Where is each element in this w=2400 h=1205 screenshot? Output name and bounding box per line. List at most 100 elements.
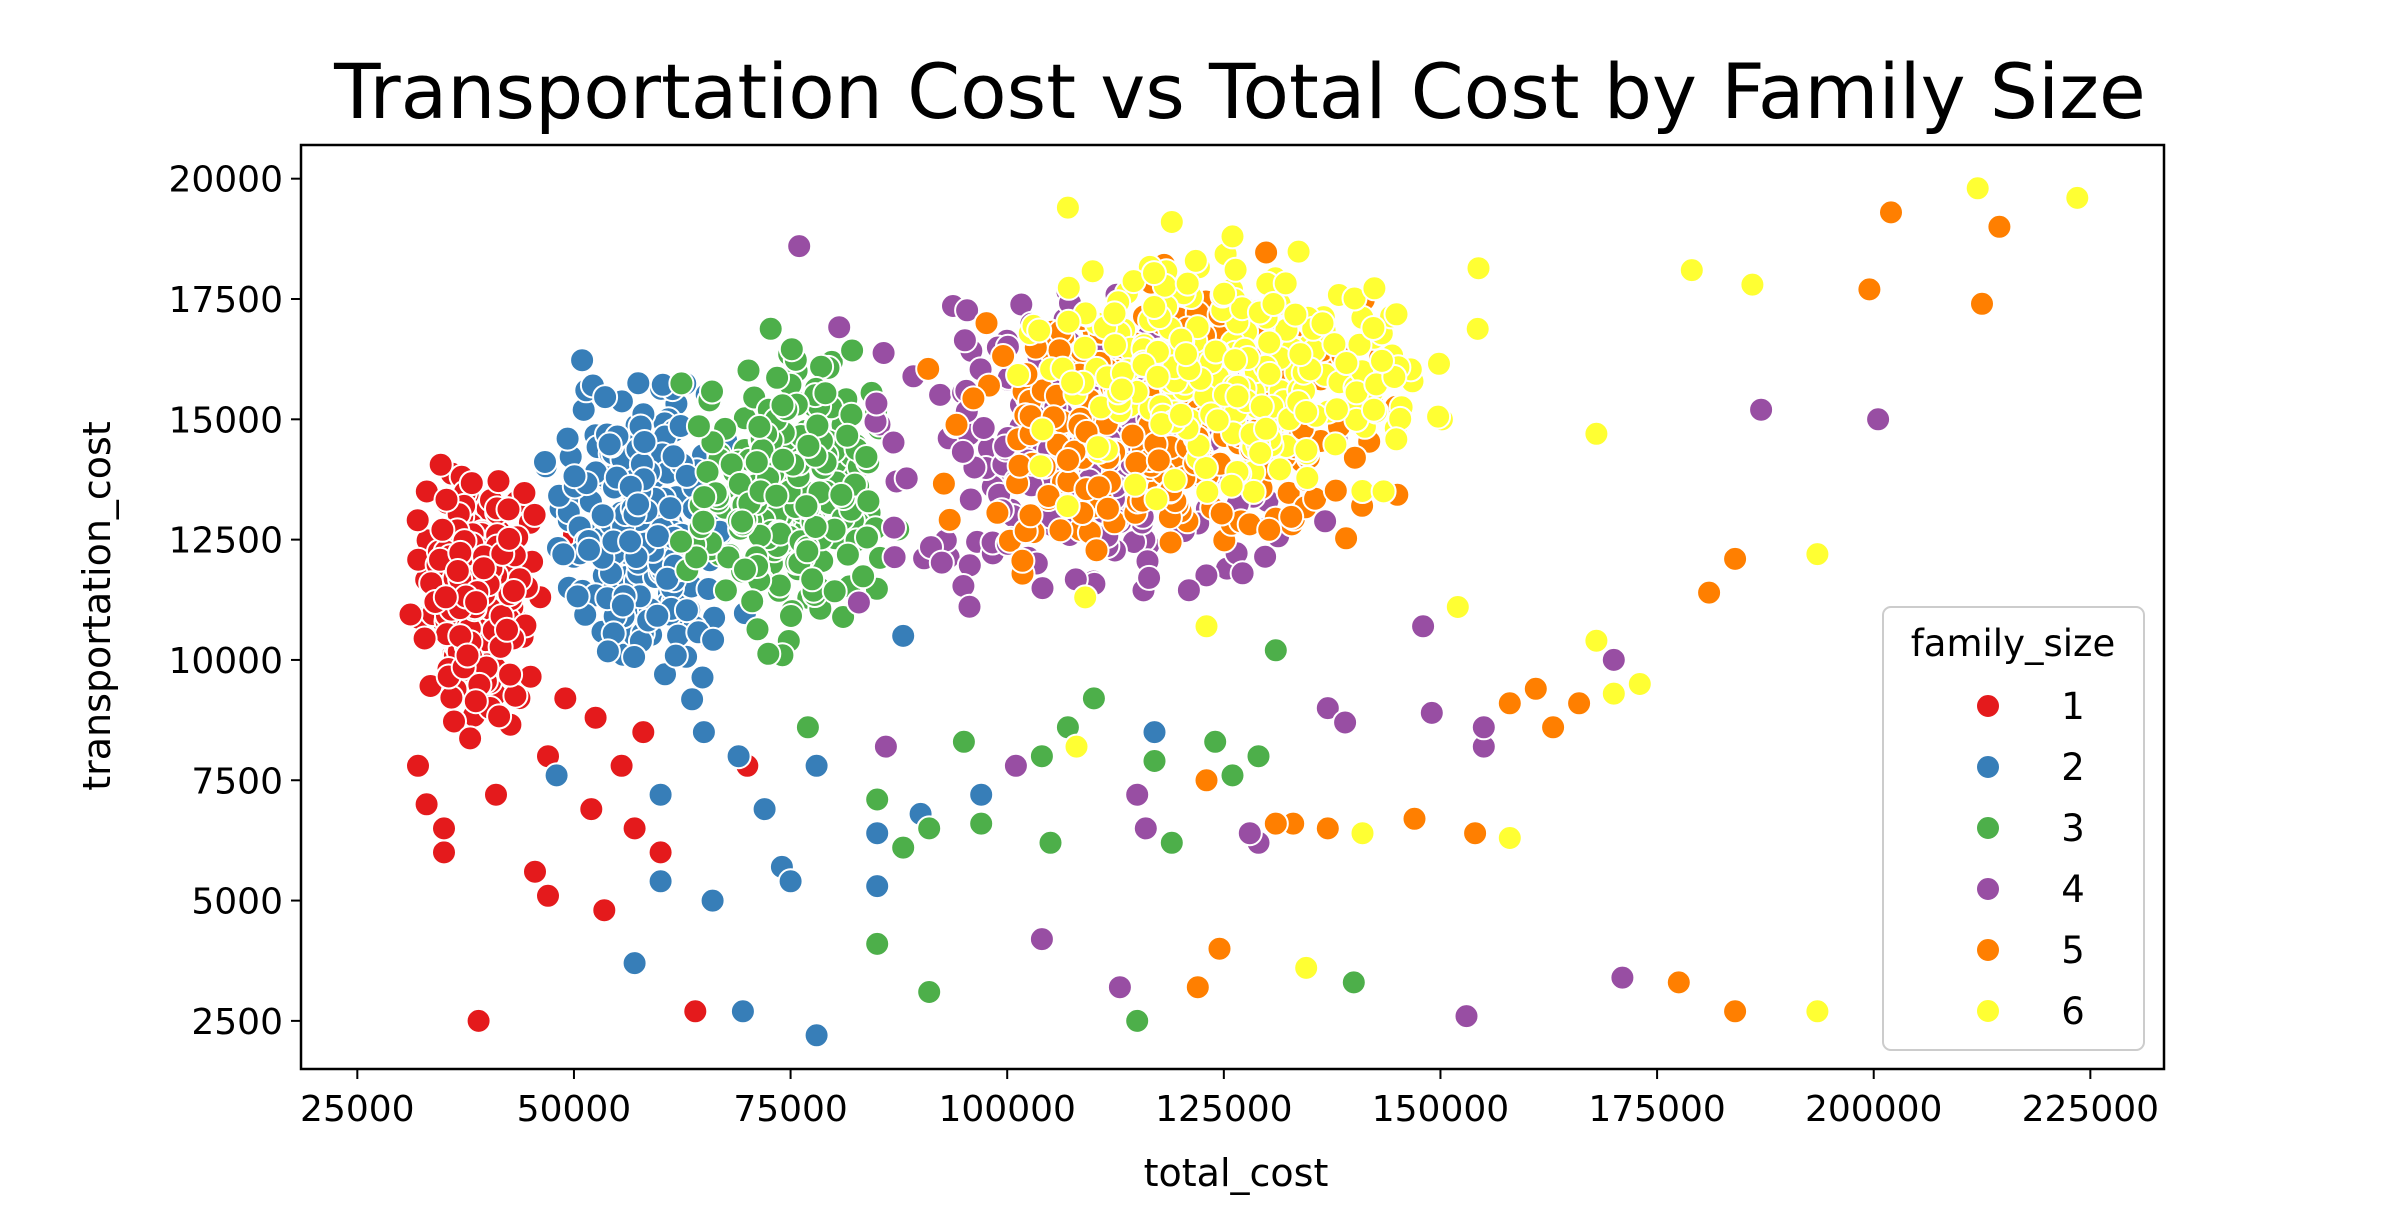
data-point [838, 401, 865, 428]
data-point [1865, 406, 1892, 433]
data-point [1029, 575, 1056, 602]
data-point [1369, 347, 1395, 374]
data-point [1206, 935, 1233, 962]
data-point [578, 796, 605, 823]
data-point [673, 597, 700, 624]
data-point [621, 644, 648, 670]
x-tick-label: 150000 [1372, 1089, 1509, 1130]
data-point [644, 602, 671, 629]
data-point [1236, 820, 1263, 847]
data-point [1102, 332, 1128, 359]
data-point [778, 336, 805, 363]
data-point [864, 786, 891, 813]
data-point [1748, 396, 1775, 423]
data-point [1173, 341, 1199, 368]
data-point [657, 495, 684, 522]
data-point [1464, 315, 1491, 342]
data-point [1080, 685, 1107, 712]
data-point [1678, 257, 1705, 284]
data-point [968, 810, 995, 837]
legend-marker-6 [1975, 998, 2001, 1024]
x-tick-label: 200000 [1805, 1089, 1942, 1130]
data-point [778, 603, 804, 629]
data-point [1361, 275, 1388, 302]
data-point [957, 486, 984, 513]
series-2 [532, 347, 1359, 1049]
data-point [413, 791, 440, 818]
data-point [431, 839, 457, 866]
data-point [1496, 825, 1523, 851]
data-point [1321, 331, 1348, 358]
data-point [1256, 360, 1283, 387]
data-point [927, 381, 954, 408]
legend-label-3: 3 [2061, 807, 2085, 850]
points-layer [397, 175, 2091, 1049]
legend-marker-1 [1975, 693, 2001, 719]
data-point [699, 378, 725, 405]
data-point [764, 364, 791, 391]
data-point [1143, 486, 1170, 513]
data-point [1002, 752, 1029, 779]
y-tick-label: 12500 [168, 521, 283, 562]
data-point [854, 524, 880, 551]
data-point [732, 556, 758, 583]
data-point [1063, 733, 1090, 760]
y-tick-label: 20000 [168, 160, 283, 201]
legend-marker-3 [1975, 815, 2001, 841]
data-point [644, 523, 671, 550]
data-point [1219, 223, 1246, 250]
data-point [1626, 671, 1653, 697]
data-point [1158, 829, 1185, 856]
x-tick-label: 75000 [733, 1089, 848, 1130]
data-point [855, 488, 882, 515]
series-1 [397, 451, 761, 1034]
data-point [690, 508, 717, 535]
data-point [1314, 695, 1341, 722]
data-point [1340, 969, 1367, 996]
data-point [1141, 719, 1168, 746]
data-point [1600, 680, 1627, 707]
data-point [1522, 675, 1549, 702]
data-point [1194, 478, 1221, 505]
legend-label-5: 5 [2061, 929, 2085, 972]
data-point [1253, 415, 1279, 442]
data-point [973, 310, 1000, 337]
data-point [1072, 584, 1099, 611]
legend-marker-2 [1975, 754, 2001, 780]
data-point [1360, 315, 1387, 341]
data-point [893, 465, 920, 492]
data-point [1285, 238, 1312, 265]
data-point [630, 719, 657, 746]
data-point [691, 484, 718, 511]
data-point [1055, 447, 1081, 473]
data-point [700, 626, 727, 653]
data-point [1144, 363, 1171, 390]
data-point [1028, 926, 1055, 953]
data-point [683, 544, 710, 571]
data-point [1017, 502, 1044, 529]
data-point [1193, 613, 1220, 640]
data-point [1323, 396, 1350, 423]
data-point [1322, 431, 1349, 458]
data-point [457, 725, 484, 752]
legend-label-2: 2 [2061, 746, 2085, 789]
data-point [1294, 465, 1321, 491]
data-point [739, 588, 766, 615]
data-point [1084, 434, 1111, 461]
data-point [1333, 525, 1360, 552]
data-point [1332, 709, 1359, 736]
data-point [1312, 508, 1339, 535]
data-point [712, 577, 739, 604]
legend-box [1882, 606, 2145, 1051]
data-point [1047, 517, 1074, 544]
data-point [543, 762, 570, 789]
data-point [1123, 450, 1150, 476]
data-point [890, 622, 917, 649]
data-point [793, 493, 820, 520]
data-point [826, 314, 853, 341]
data-point [690, 719, 717, 746]
data-point [596, 431, 623, 458]
data-point [582, 704, 609, 731]
data-point [845, 589, 872, 616]
data-point [1079, 258, 1106, 285]
